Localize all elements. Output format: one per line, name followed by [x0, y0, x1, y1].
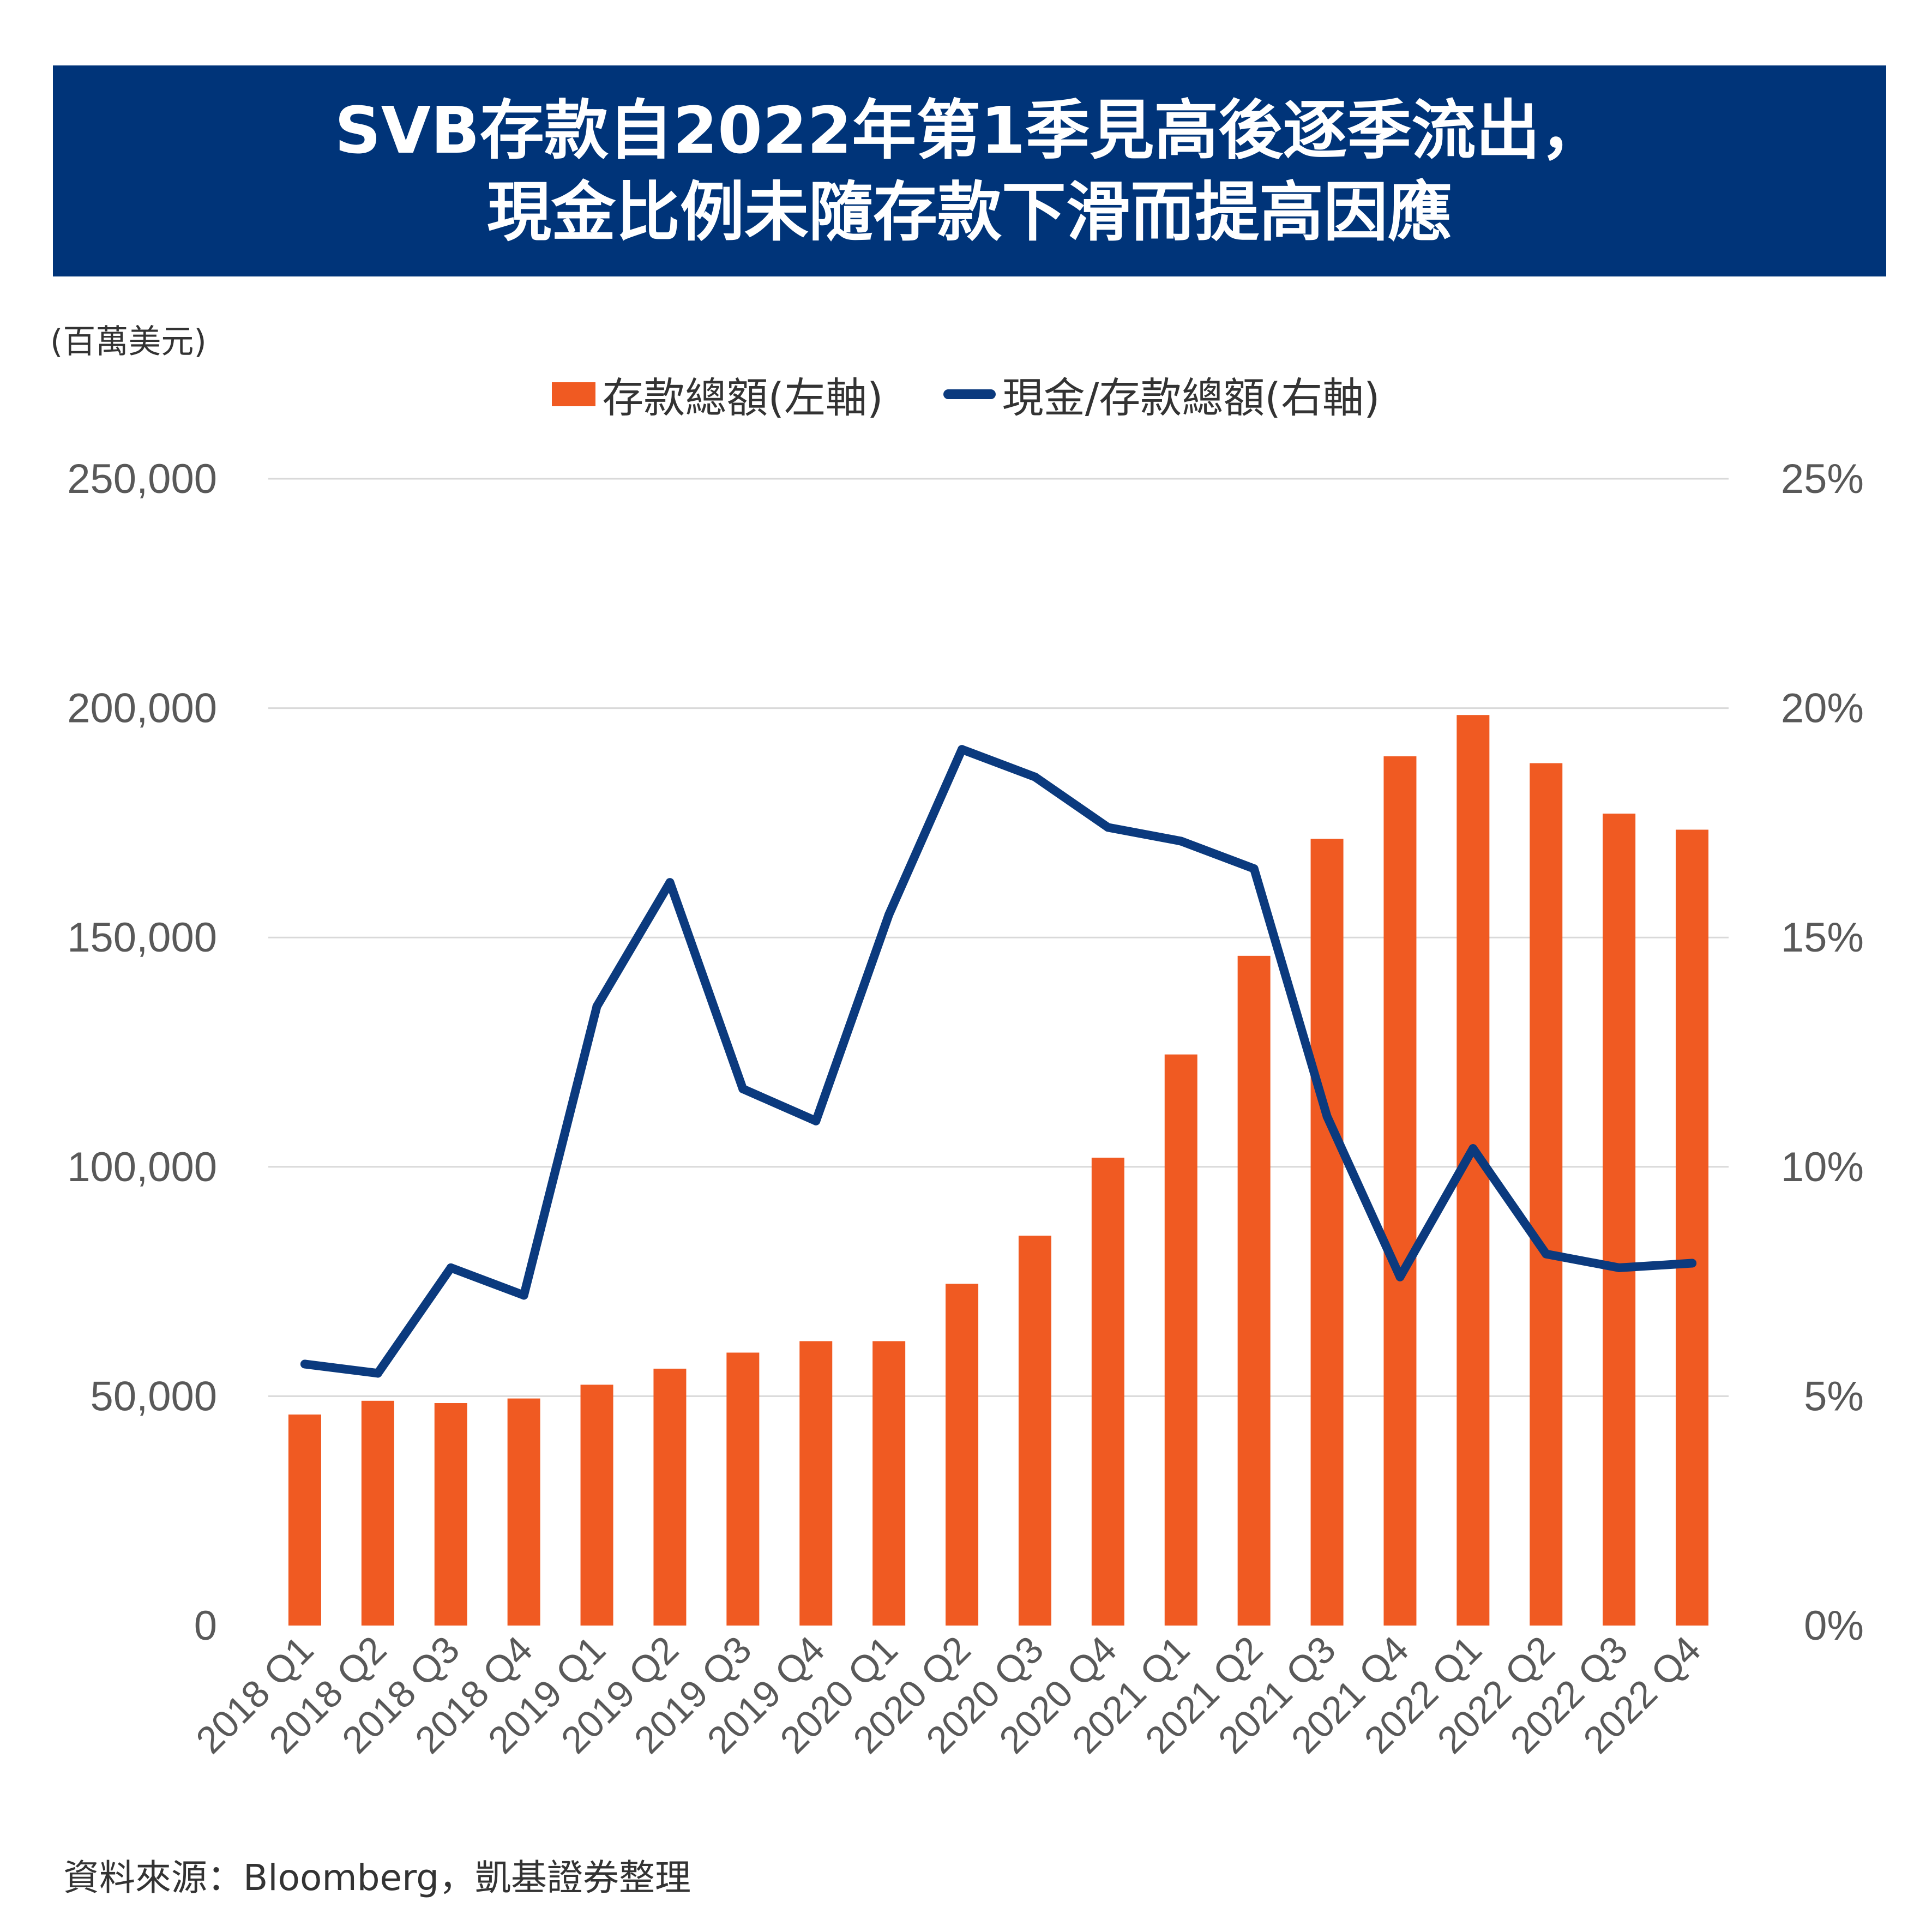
- deposit-bar: [1383, 756, 1417, 1626]
- deposit-bar: [288, 1415, 321, 1626]
- left-tick-label-3: 150,000: [67, 914, 217, 961]
- cash-ratio-point: [1030, 772, 1039, 781]
- right-tick-label-5: 25%: [1781, 456, 1864, 502]
- chart-title-line-1: SVB存款自2022年第1季見高後逐季流出，: [334, 92, 1605, 168]
- deposit-bar: [1164, 1054, 1197, 1626]
- left-tick-label-0: 0: [194, 1603, 217, 1649]
- left-tick-label-1: 50,000: [91, 1373, 217, 1419]
- cash-ratio-point: [446, 1263, 455, 1272]
- cash-ratio-point: [1322, 1112, 1332, 1121]
- cash-ratio-point: [300, 1359, 309, 1369]
- deposit-bar: [434, 1403, 467, 1626]
- deposit-bar: [653, 1368, 687, 1626]
- cash-ratio-point: [1615, 1263, 1624, 1272]
- deposit-bar: [1603, 814, 1636, 1626]
- cash-ratio-point: [811, 1116, 821, 1126]
- grid-lines: [268, 478, 1729, 1397]
- cash-ratio-point: [1176, 836, 1185, 846]
- legend-swatch-bar: [552, 382, 596, 406]
- deposit-bar: [1237, 955, 1271, 1626]
- cash-ratio-point: [665, 878, 675, 887]
- legend: 存款總額(左軸) 現金/存款總額(右軸): [0, 364, 1932, 424]
- deposit-bars: [288, 715, 1709, 1626]
- left-tick-label-2: 100,000: [67, 1144, 217, 1190]
- deposit-bar: [361, 1400, 394, 1626]
- left-axis-unit-label: (百萬美元): [50, 323, 207, 361]
- cash-ratio-point: [592, 1002, 601, 1011]
- cash-ratio-point: [1249, 864, 1259, 874]
- chart-title-line-2: 現金比例未隨存款下滑而提高因應: [486, 174, 1452, 250]
- legend-item-cash-ratio: 現金/存款總額(右軸): [943, 364, 1380, 424]
- deposit-bar: [799, 1341, 833, 1626]
- deposit-bar: [1018, 1235, 1051, 1626]
- cash-ratio-point: [373, 1369, 382, 1378]
- legend-item-deposits: 存款總額(左軸): [552, 364, 883, 424]
- source-note: 資料來源：Bloomberg，凱基證券整理: [63, 1857, 691, 1899]
- deposit-bar: [1676, 829, 1709, 1626]
- cash-ratio-point: [884, 910, 894, 919]
- deposit-bar: [1530, 763, 1563, 1626]
- deposit-bar: [872, 1341, 906, 1626]
- deposit-bar: [726, 1352, 760, 1626]
- legend-swatch-line: [943, 389, 996, 399]
- right-tick-label-2: 10%: [1781, 1144, 1864, 1190]
- left-tick-label-5: 250,000: [67, 456, 217, 502]
- deposit-bar: [1091, 1157, 1124, 1626]
- cash-ratio-point: [1103, 823, 1112, 832]
- cash-ratio-line-group: [300, 745, 1697, 1378]
- deposit-bar: [580, 1385, 613, 1626]
- right-tick-label-4: 20%: [1781, 685, 1864, 732]
- cash-ratio-point: [1542, 1249, 1551, 1259]
- right-axis-ticks: 0% 5% 10% 15% 20% 25%: [1781, 456, 1864, 1649]
- right-tick-label-0: 0%: [1804, 1603, 1864, 1649]
- cash-ratio-line: [300, 745, 1697, 1378]
- cash-ratio-point: [1395, 1272, 1405, 1281]
- cash-ratio-point: [1688, 1259, 1697, 1268]
- right-tick-label-3: 15%: [1781, 914, 1864, 961]
- deposit-bar: [507, 1398, 540, 1626]
- legend-label-cash-ratio: 現金/存款總額(右軸): [1002, 374, 1380, 422]
- cash-ratio-point: [958, 745, 967, 754]
- cash-ratio-point: [738, 1084, 748, 1093]
- legend-label-deposits: 存款總額(左軸): [602, 374, 883, 422]
- deposit-bar: [946, 1284, 979, 1626]
- right-tick-label-1: 5%: [1804, 1373, 1864, 1419]
- left-tick-label-4: 200,000: [67, 685, 217, 732]
- deposit-bar: [1310, 839, 1344, 1626]
- cash-ratio-point: [519, 1291, 528, 1300]
- title-banner: SVB存款自2022年第1季見高後逐季流出， 現金比例未隨存款下滑而提高因應: [53, 65, 1886, 276]
- cash-ratio-point: [1468, 1144, 1478, 1153]
- left-axis-ticks: 0 50,000 100,000 150,000 200,000 250,000: [67, 456, 217, 1649]
